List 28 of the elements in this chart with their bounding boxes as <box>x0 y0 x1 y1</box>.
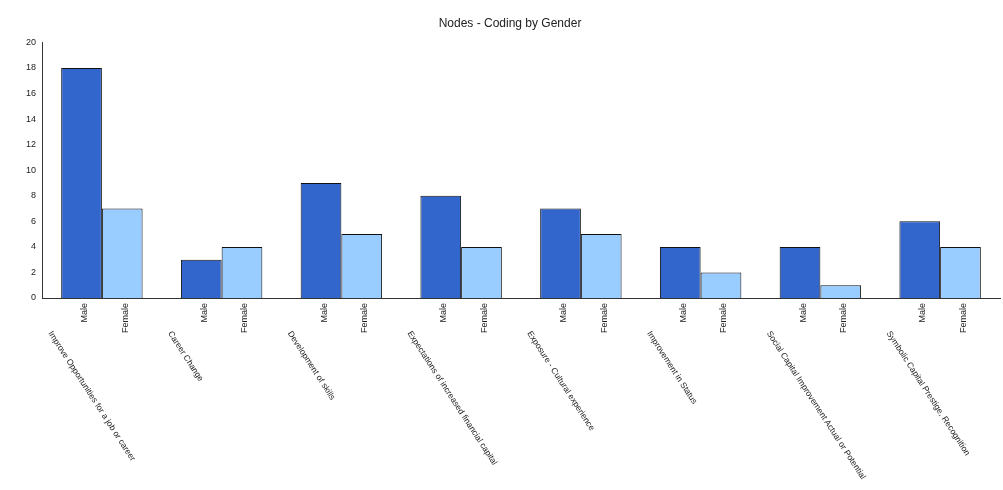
y-tick-label: 18 <box>26 62 37 73</box>
y-tick-label: 16 <box>26 88 37 98</box>
text: Male <box>917 303 928 323</box>
y-tick-label: 8 <box>31 190 37 201</box>
text: Male <box>438 303 449 323</box>
y-tick-label: 20 <box>26 36 37 47</box>
text: Female <box>718 303 729 334</box>
text: Female <box>478 303 489 334</box>
text: Female <box>239 303 250 334</box>
text: Male <box>558 303 569 323</box>
text: Female <box>119 303 130 334</box>
y-tick-label: 14 <box>26 113 37 124</box>
y-tick-label: 2 <box>31 266 37 277</box>
text: Male <box>797 303 808 323</box>
y-tick-label: 4 <box>31 241 37 252</box>
text: Female <box>838 303 849 334</box>
y-tick-label: 12 <box>26 139 37 150</box>
text: Male <box>79 303 90 323</box>
y-tick-label: 6 <box>31 215 37 226</box>
text: Male <box>318 303 329 323</box>
text: Female <box>598 303 609 334</box>
text: Male <box>198 303 209 323</box>
chart-title: Nodes - Coding by Gender <box>438 15 582 30</box>
text: Female <box>359 303 370 334</box>
y-tick-label: 10 <box>26 164 37 175</box>
text: Male <box>677 303 688 323</box>
y-tick-label: 0 <box>31 292 37 303</box>
text: Female <box>957 303 968 334</box>
